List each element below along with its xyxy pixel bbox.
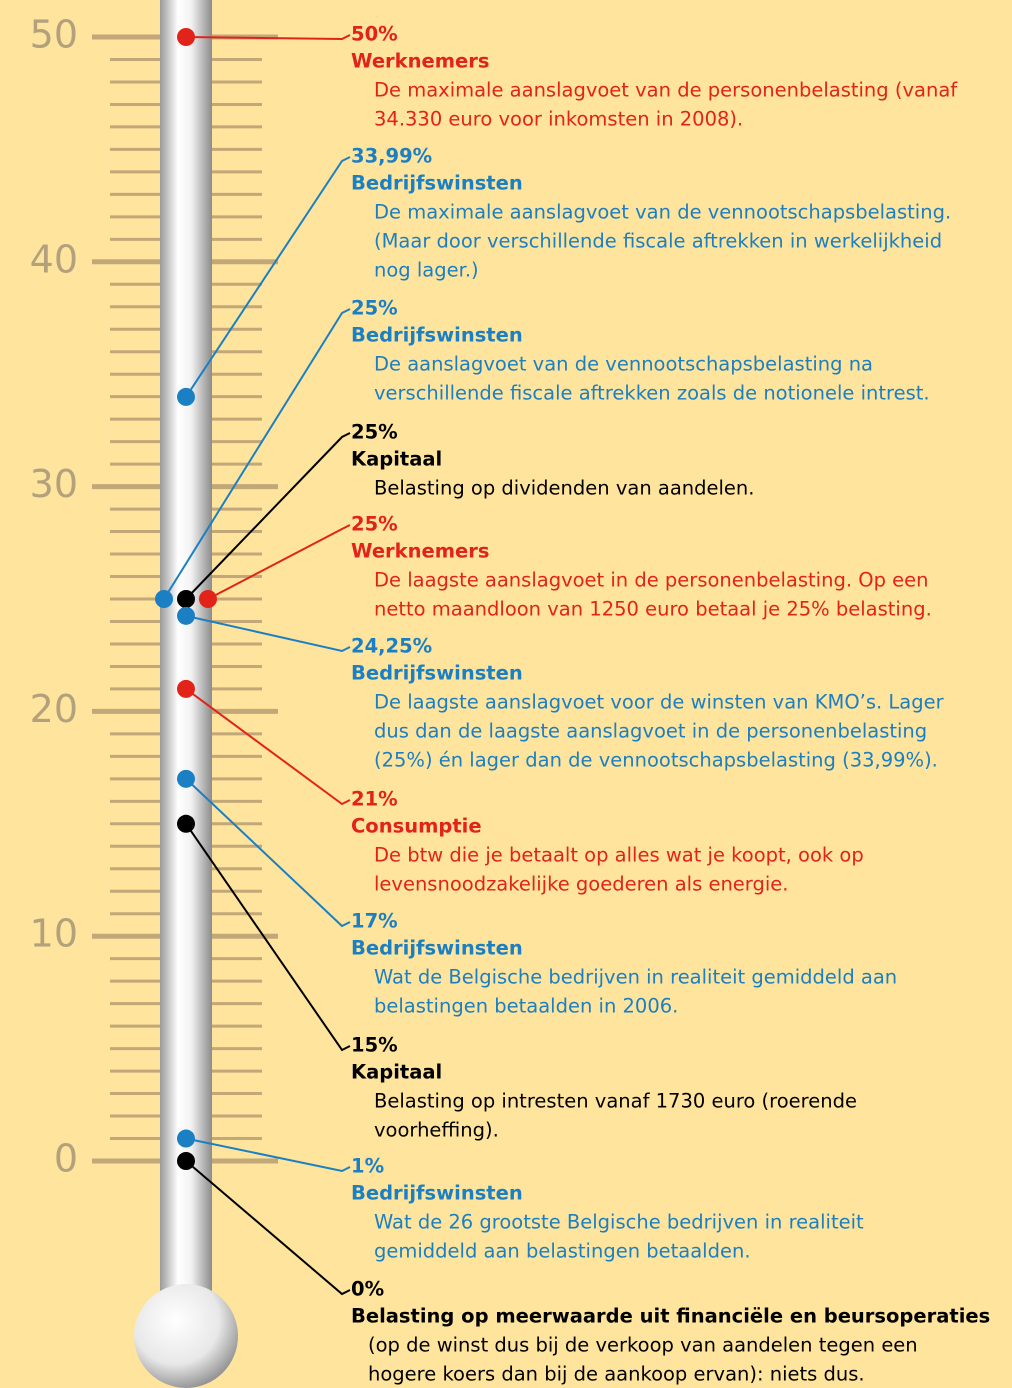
category-label: Belasting op meerwaarde uit financiële e…	[351, 1305, 990, 1328]
dot	[177, 1130, 195, 1148]
description: De laagste aanslagvoet voor de winsten v…	[374, 691, 945, 714]
y-tick-label: 50	[30, 13, 78, 57]
value-label: 50%	[351, 23, 398, 46]
category-label: Bedrijfswinsten	[351, 662, 523, 685]
chart: 0 10 20 30 40 50 50% Werknemers De maximale aan…	[0, 0, 1012, 1388]
description: (25%) én lager dan de vennootschapsbelas…	[374, 749, 938, 772]
dot	[177, 388, 195, 406]
value-label: 25%	[351, 421, 398, 444]
description: gemiddeld aan belastingen betaalden.	[374, 1240, 751, 1263]
description: De maximale aanslagvoet van de vennootsc…	[374, 201, 951, 224]
dot	[199, 590, 217, 608]
value-label: 33,99%	[351, 145, 432, 168]
y-tick-label: 20	[30, 687, 78, 731]
description: De maximale aanslagvoet van de personenb…	[374, 79, 958, 102]
description: Belasting op intresten vanaf 1730 euro (…	[374, 1090, 857, 1113]
category-label: Kapitaal	[351, 1061, 442, 1084]
y-tick-label: 10	[30, 912, 78, 956]
category-label: Bedrijfswinsten	[351, 324, 523, 347]
thermometer-bulb	[134, 1284, 238, 1388]
y-tick-label: 40	[30, 237, 78, 281]
y-tick-label: 30	[30, 462, 78, 506]
description: nog lager.)	[374, 259, 479, 282]
description: netto maandloon van 1250 euro betaal je …	[374, 598, 932, 621]
value-label: 15%	[351, 1034, 398, 1057]
description: De btw die je betaalt op alles wat je ko…	[374, 844, 864, 867]
value-label: 25%	[351, 297, 398, 320]
description: voorheffing).	[374, 1119, 499, 1142]
dot	[177, 607, 195, 625]
dot	[177, 815, 195, 833]
description: belastingen betaalden in 2006.	[374, 995, 678, 1018]
description: Wat de 26 grootste Belgische bedrijven i…	[374, 1211, 864, 1234]
description: hogere koers dan bij de aankoop ervan): …	[368, 1363, 865, 1386]
value-label: 17%	[351, 910, 398, 933]
category-label: Bedrijfswinsten	[351, 937, 523, 960]
dot	[177, 770, 195, 788]
description: (op de winst dus bij de verkoop van aand…	[368, 1334, 918, 1357]
description: De laagste aanslagvoet in de personenbel…	[374, 569, 929, 592]
thermometer-tube	[160, 0, 212, 1320]
value-label: 0%	[351, 1278, 384, 1301]
description: De aanslagvoet van de vennootschapsbelas…	[374, 353, 873, 376]
dot	[177, 1152, 195, 1170]
value-label: 1%	[351, 1155, 384, 1178]
dot	[177, 590, 195, 608]
category-label: Consumptie	[351, 815, 482, 838]
value-label: 25%	[351, 513, 398, 536]
description: 34.330 euro voor inkomsten in 2008).	[374, 108, 743, 131]
value-label: 21%	[351, 788, 398, 811]
description: levensnoodzakelijke goederen als energie…	[374, 873, 788, 896]
description: dus dan de laagste aanslagvoet in de per…	[374, 720, 927, 743]
description: verschillende fiscale aftrekken zoals de…	[374, 382, 930, 405]
dot	[177, 680, 195, 698]
dot	[155, 590, 173, 608]
category-label: Werknemers	[351, 540, 490, 563]
category-label: Bedrijfswinsten	[351, 172, 523, 195]
category-label: Werknemers	[351, 50, 490, 73]
category-label: Kapitaal	[351, 448, 442, 471]
description: Belasting op dividenden van aandelen.	[374, 477, 754, 500]
dot	[177, 28, 195, 46]
description: Wat de Belgische bedrijven in realiteit …	[374, 966, 897, 989]
y-tick-label: 0	[54, 1137, 78, 1181]
description: (Maar door verschillende fiscale aftrekk…	[374, 230, 942, 253]
category-label: Bedrijfswinsten	[351, 1182, 523, 1205]
value-label: 24,25%	[351, 635, 432, 658]
